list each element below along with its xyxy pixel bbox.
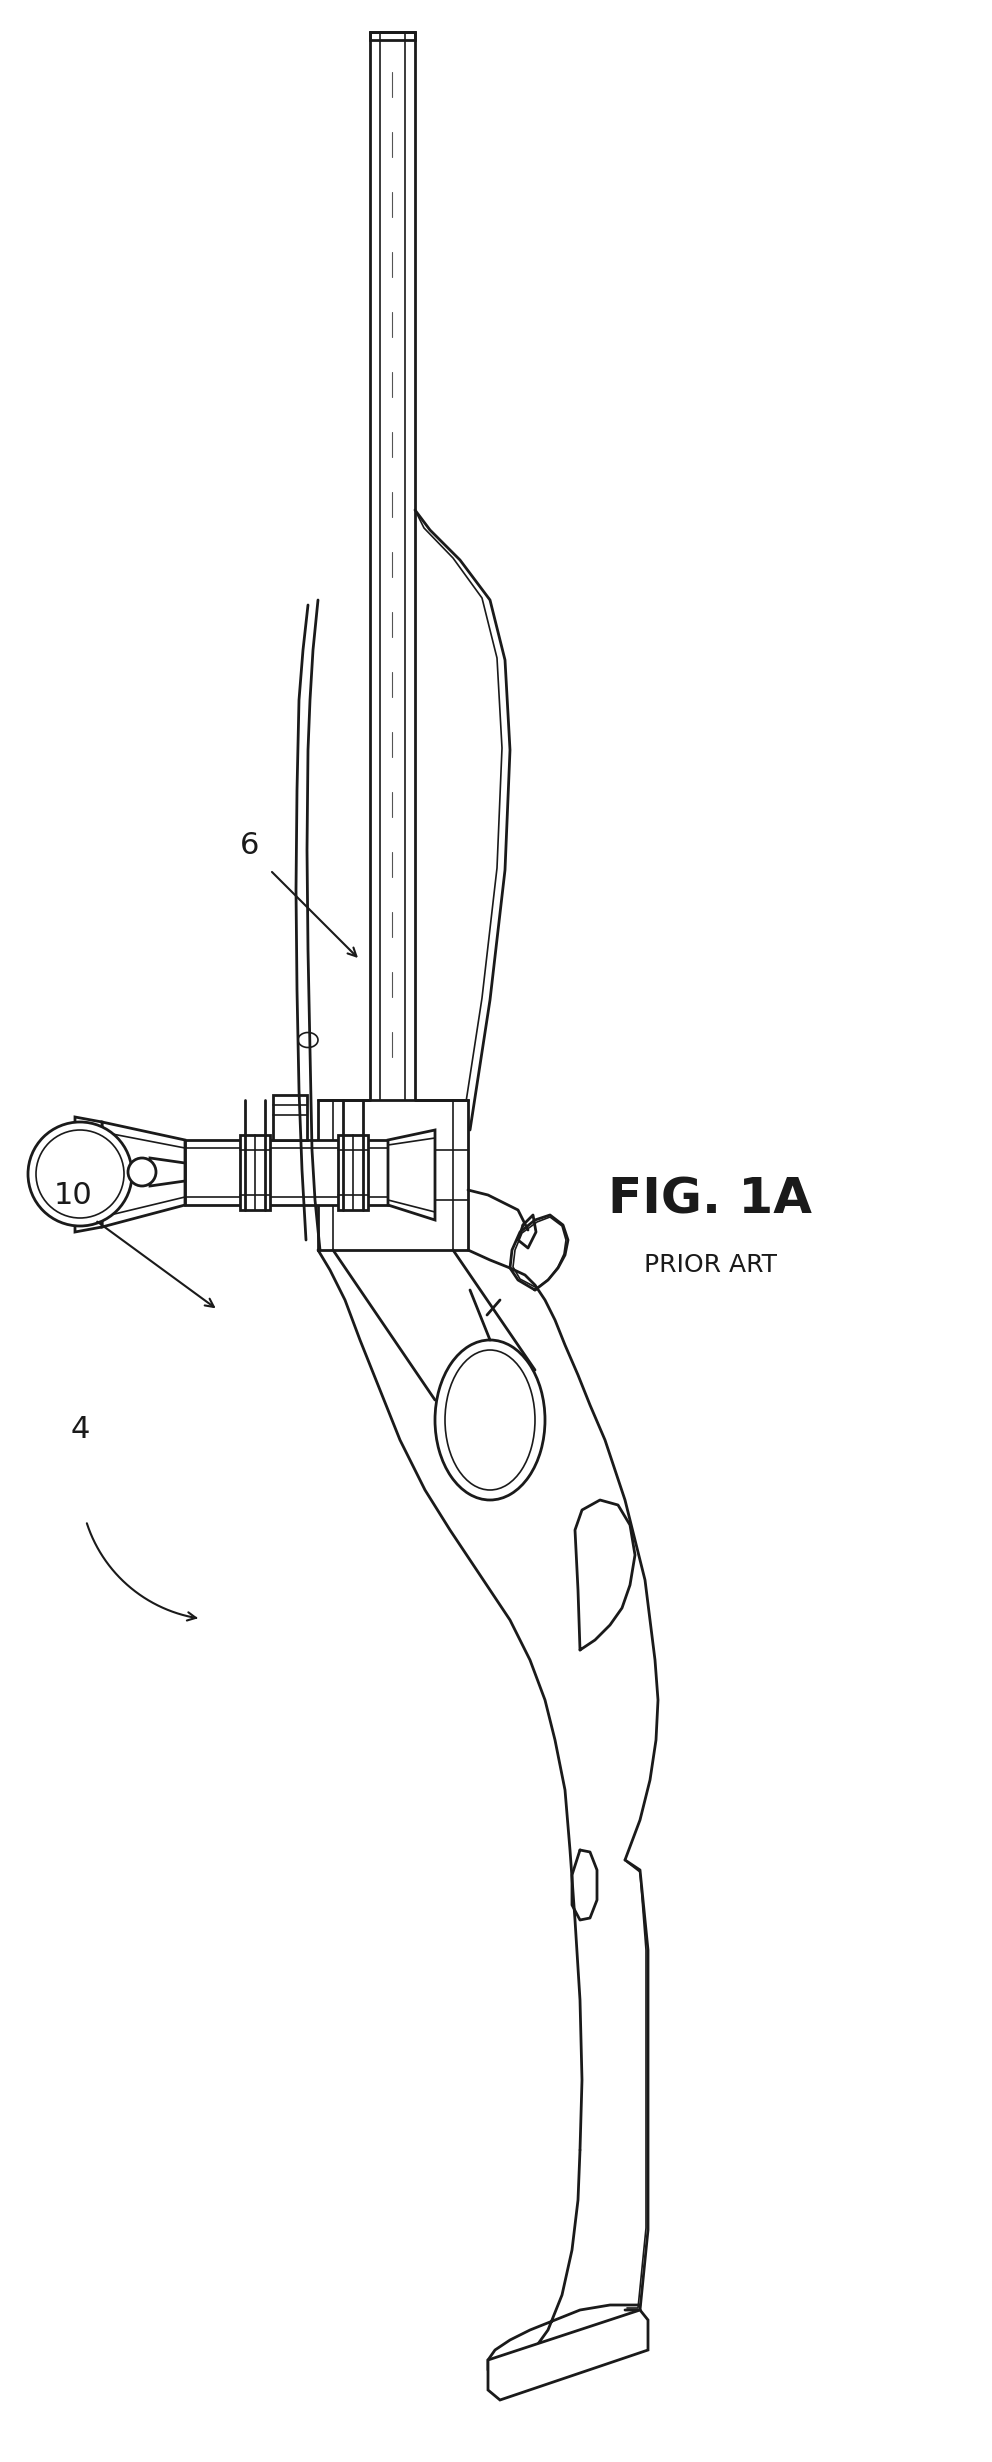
Text: PRIOR ART: PRIOR ART [644,1253,777,1278]
Text: FIG. 1A: FIG. 1A [608,1177,812,1224]
Text: 6: 6 [240,830,260,859]
Polygon shape [240,1135,270,1209]
Polygon shape [75,1118,102,1231]
Polygon shape [102,1123,185,1226]
Circle shape [28,1123,132,1226]
Text: 10: 10 [54,1179,92,1209]
Circle shape [128,1157,156,1187]
Polygon shape [488,2309,648,2400]
Polygon shape [318,1101,468,1251]
Circle shape [36,1130,124,1219]
Polygon shape [338,1135,368,1209]
Polygon shape [388,1130,435,1221]
Text: 4: 4 [70,1416,89,1445]
Polygon shape [370,32,415,39]
Polygon shape [273,1096,307,1140]
Polygon shape [150,1157,185,1187]
Polygon shape [185,1140,388,1204]
